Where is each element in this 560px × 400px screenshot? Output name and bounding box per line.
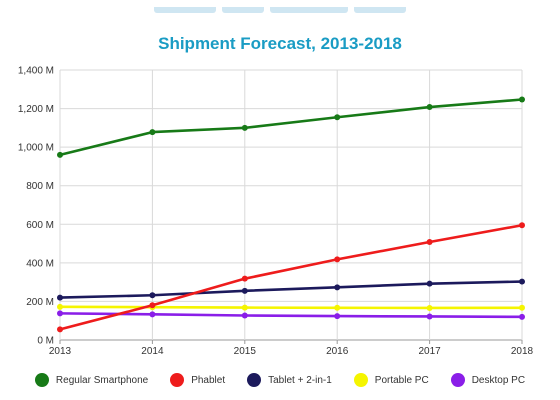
data-point	[519, 222, 525, 229]
legend-label: Regular Smartphone	[55, 374, 149, 386]
data-point	[334, 313, 341, 320]
y-tick-label: 200 M	[26, 297, 54, 308]
x-tick-label: 2017	[418, 346, 441, 357]
legend-swatch	[450, 373, 465, 387]
chart-legend: Regular Smartphone Phablet Tablet + 2-in-1…	[0, 366, 560, 394]
data-point	[519, 96, 525, 103]
y-tick-label: 400 M	[26, 258, 54, 269]
legend-item[interactable]: Desktop PC	[450, 373, 526, 387]
x-tick-label: 2016	[326, 346, 349, 357]
data-point	[334, 114, 341, 121]
legend-item[interactable]: Portable PC	[353, 373, 429, 387]
data-point	[426, 304, 433, 311]
data-point	[241, 124, 248, 131]
y-tick-label: 1,000 M	[18, 143, 54, 154]
y-tick-label: 1,400 M	[18, 66, 54, 77]
legend-item[interactable]: Phablet	[170, 373, 225, 387]
data-point	[426, 280, 433, 287]
data-point	[241, 312, 248, 319]
data-point	[426, 104, 433, 111]
data-point	[241, 275, 248, 282]
data-point	[241, 287, 248, 294]
legend-swatch	[353, 373, 368, 387]
x-tick-label: 2014	[141, 346, 164, 357]
x-tick-label: 2015	[234, 346, 257, 357]
series-line	[58, 305, 524, 310]
data-point	[57, 326, 63, 333]
data-point	[149, 311, 156, 318]
data-point	[57, 303, 63, 310]
data-point	[519, 278, 525, 285]
data-point	[519, 313, 525, 320]
y-tick-label: 600 M	[26, 220, 54, 231]
legend-label: Desktop PC	[471, 374, 526, 386]
data-point	[149, 302, 156, 309]
data-point	[57, 294, 63, 301]
data-point	[149, 292, 156, 299]
chart-title: Shipment Forecast, 2013-2018	[158, 34, 402, 53]
x-tick-label: 2013	[49, 346, 72, 357]
data-point	[57, 151, 63, 158]
data-point	[241, 304, 248, 311]
series-line	[58, 98, 524, 157]
legend-swatch	[170, 373, 185, 387]
legend-swatch	[34, 373, 49, 387]
x-tick-label: 2018	[511, 346, 534, 357]
legend-label: Phablet	[191, 374, 226, 386]
data-point	[57, 310, 63, 317]
series-line	[58, 223, 524, 331]
data-point	[426, 313, 433, 320]
header-band	[0, 0, 560, 13]
data-point	[149, 129, 156, 136]
data-point	[334, 284, 341, 291]
y-tick-label: 1,200 M	[18, 104, 54, 115]
legend-label: Portable PC	[374, 374, 429, 386]
series-line	[58, 312, 524, 319]
data-point	[426, 239, 433, 246]
y-tick-label: 0 M	[37, 336, 54, 347]
data-point	[334, 304, 341, 311]
legend-label: Tablet + 2-in-1	[268, 374, 332, 386]
series-line	[58, 280, 524, 299]
legend-item[interactable]: Regular Smartphone	[34, 373, 149, 387]
legend-item[interactable]: Tablet + 2-in-1	[247, 373, 332, 387]
y-tick-label: 800 M	[26, 181, 54, 192]
data-point	[334, 256, 341, 263]
data-point	[519, 304, 525, 311]
legend-swatch	[247, 373, 262, 387]
